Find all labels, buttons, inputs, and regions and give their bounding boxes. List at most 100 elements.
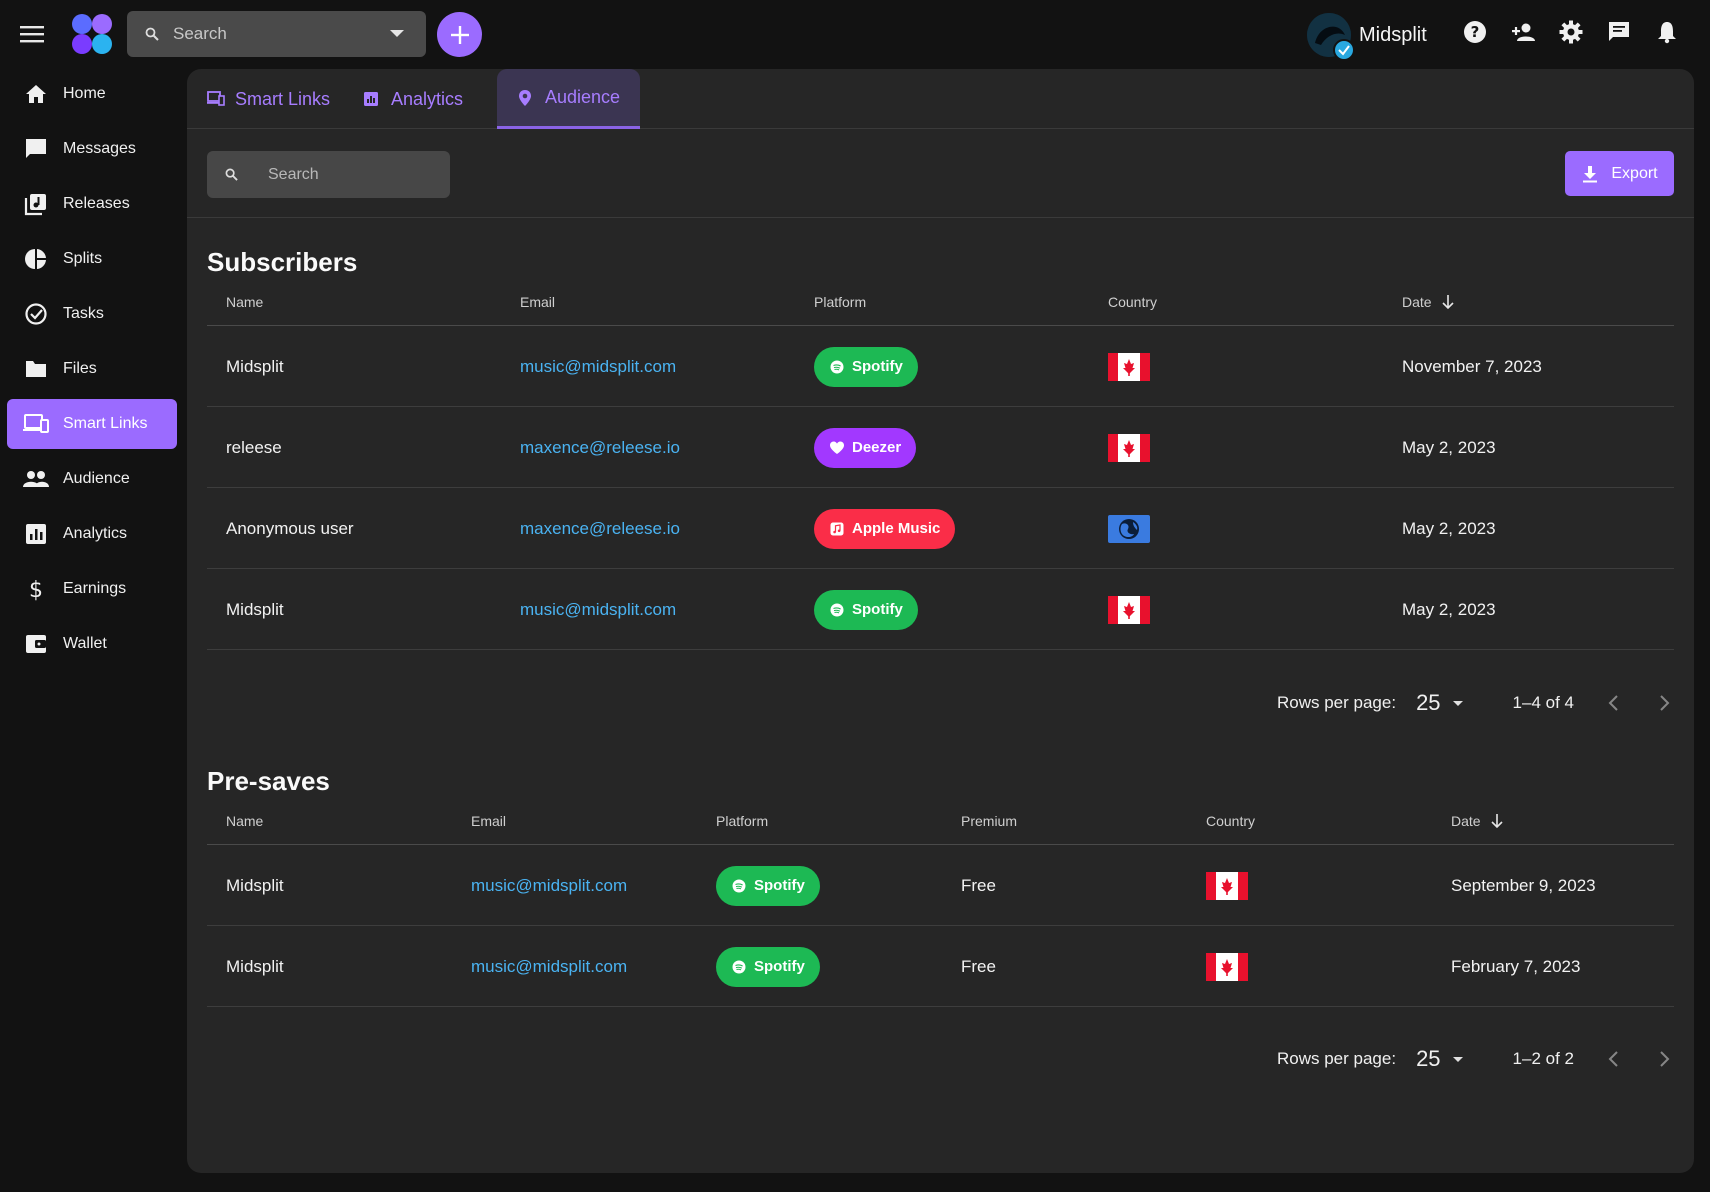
app-logo-icon[interactable]	[70, 12, 114, 56]
bell-icon[interactable]	[1655, 20, 1679, 44]
table-row[interactable]: Midsplit music@midsplit.com Spotify May …	[207, 569, 1674, 650]
subscriber-name: releese	[226, 437, 282, 457]
column-header-email[interactable]: Email	[520, 294, 556, 310]
add-user-icon[interactable]	[1511, 20, 1535, 44]
platform-badge: Deezer	[814, 427, 917, 468]
tab-smart-links[interactable]: Smart Links	[187, 69, 350, 129]
export-button[interactable]: Export	[1565, 151, 1674, 196]
presave-email[interactable]: music@midsplit.com	[471, 875, 628, 895]
spotify-icon	[732, 960, 746, 974]
chevron-down-icon[interactable]	[1452, 700, 1463, 706]
add-button[interactable]	[437, 12, 482, 57]
sidebar-item-files[interactable]: Files	[7, 344, 177, 394]
table-row[interactable]: releese maxence@releese.io Deezer May 2,…	[207, 407, 1674, 488]
country-cell	[1108, 326, 1150, 407]
help-icon[interactable]: ?	[1463, 20, 1487, 44]
subscriber-name: Midsplit	[226, 356, 284, 376]
rows-per-page-select[interactable]: 25	[1416, 690, 1441, 715]
subscriber-email[interactable]: maxence@releese.io	[520, 518, 680, 538]
arrow-down-icon	[1442, 295, 1454, 310]
audience-search-input[interactable]: Search	[207, 151, 450, 198]
sidebar-item-splits[interactable]: Splits	[7, 234, 177, 284]
column-header-platform[interactable]: Platform	[716, 813, 769, 829]
pie-chart-icon	[23, 246, 49, 272]
menu-icon[interactable]	[20, 22, 44, 46]
sidebar-item-label: Analytics	[63, 525, 128, 542]
devices-icon	[207, 90, 225, 108]
column-header-country[interactable]: Country	[1108, 294, 1158, 310]
tab-analytics[interactable]: Analytics	[343, 69, 483, 129]
subscribers-title: Subscribers	[207, 247, 358, 277]
sidebar-item-label: Splits	[63, 250, 103, 267]
column-header-email[interactable]: Email	[471, 813, 507, 829]
global-search-input[interactable]: Search	[127, 11, 426, 57]
column-header-premium[interactable]: Premium	[961, 813, 1018, 829]
sidebar-item-label: Earnings	[63, 580, 127, 597]
column-header-name[interactable]: Name	[226, 813, 264, 829]
canada-flag-icon	[1206, 952, 1248, 981]
chevron-down-icon[interactable]	[390, 30, 404, 37]
canada-flag-icon	[1108, 595, 1150, 624]
country-cell	[1206, 845, 1248, 926]
column-header-country[interactable]: Country	[1206, 813, 1256, 829]
premium-status: Free	[961, 875, 996, 895]
platform-badge: Spotify	[716, 865, 820, 906]
sidebar-item-wallet[interactable]: Wallet	[7, 619, 177, 669]
subscriber-email[interactable]: music@midsplit.com	[520, 599, 677, 619]
column-header-date[interactable]: Date	[1402, 294, 1456, 310]
chevron-right-icon[interactable]	[1654, 693, 1674, 713]
chevron-left-icon[interactable]	[1604, 693, 1624, 713]
sidebar-item-analytics[interactable]: Analytics	[7, 509, 177, 559]
chevron-right-icon[interactable]	[1654, 1049, 1674, 1069]
arrow-down-icon	[1491, 814, 1503, 829]
tab-audience[interactable]: Audience	[497, 69, 641, 129]
sidebar-item-audience[interactable]: Audience	[7, 454, 177, 504]
wallet-icon	[23, 631, 49, 657]
canada-flag-icon	[1206, 871, 1248, 900]
bar-chart-icon	[23, 521, 49, 547]
sidebar-item-releases[interactable]: Releases	[7, 179, 177, 229]
avatar[interactable]	[1307, 13, 1355, 61]
subscriber-email[interactable]: music@midsplit.com	[520, 356, 677, 376]
sidebar-item-messages[interactable]: Messages	[7, 124, 177, 174]
rows-per-page-select[interactable]: 25	[1416, 1046, 1441, 1071]
platform-label: Spotify	[754, 958, 805, 975]
table-row[interactable]: Midsplit music@midsplit.com Spotify Free…	[207, 926, 1674, 1007]
subscriber-email[interactable]: maxence@releese.io	[520, 437, 680, 457]
divider	[187, 217, 1694, 218]
table-row[interactable]: Midsplit music@midsplit.com Spotify Nove…	[207, 326, 1674, 407]
dollar-icon: $	[23, 576, 49, 602]
platform-cell: Spotify	[716, 845, 820, 926]
country-cell	[1108, 488, 1150, 569]
table-row[interactable]: Midsplit music@midsplit.com Spotify Free…	[207, 845, 1674, 926]
chat-icon[interactable]	[1607, 20, 1631, 44]
table-header: Name Email Platform Country Date	[207, 274, 1674, 326]
platform-label: Deezer	[852, 439, 902, 456]
platform-cell: Spotify	[716, 926, 820, 1007]
presave-email[interactable]: music@midsplit.com	[471, 956, 628, 976]
music-library-icon	[23, 191, 49, 217]
sidebar-item-label: Audience	[63, 470, 130, 487]
sidebar-item-tasks[interactable]: Tasks	[7, 289, 177, 339]
gear-icon[interactable]	[1559, 20, 1583, 44]
sidebar-item-label: Files	[63, 360, 97, 377]
column-header-name[interactable]: Name	[226, 294, 264, 310]
chevron-down-icon[interactable]	[1452, 1056, 1463, 1062]
chevron-left-icon[interactable]	[1604, 1049, 1624, 1069]
sidebar-item-home[interactable]: Home	[7, 69, 177, 119]
subscribers-table: Name Email Platform Country Date Midspli…	[207, 274, 1674, 650]
column-header-platform[interactable]: Platform	[814, 294, 867, 310]
platform-label: Spotify	[852, 601, 903, 618]
svg-text:?: ?	[1471, 23, 1480, 41]
subscriber-name: Anonymous user	[226, 518, 354, 538]
sidebar-item-smart-links[interactable]: Smart Links	[7, 399, 177, 449]
tab-label: Analytics	[391, 88, 464, 109]
table-row[interactable]: Anonymous user maxence@releese.io Apple …	[207, 488, 1674, 569]
table-header: Name Email Platform Premium Country Date	[207, 793, 1674, 845]
download-icon	[1583, 165, 1598, 182]
presave-date: February 7, 2023	[1451, 956, 1581, 976]
sidebar-item-earnings[interactable]: $ Earnings	[7, 564, 177, 614]
user-menu[interactable]: Midsplit	[1307, 12, 1427, 61]
svg-text:$: $	[29, 578, 43, 601]
column-header-date[interactable]: Date	[1451, 813, 1505, 829]
